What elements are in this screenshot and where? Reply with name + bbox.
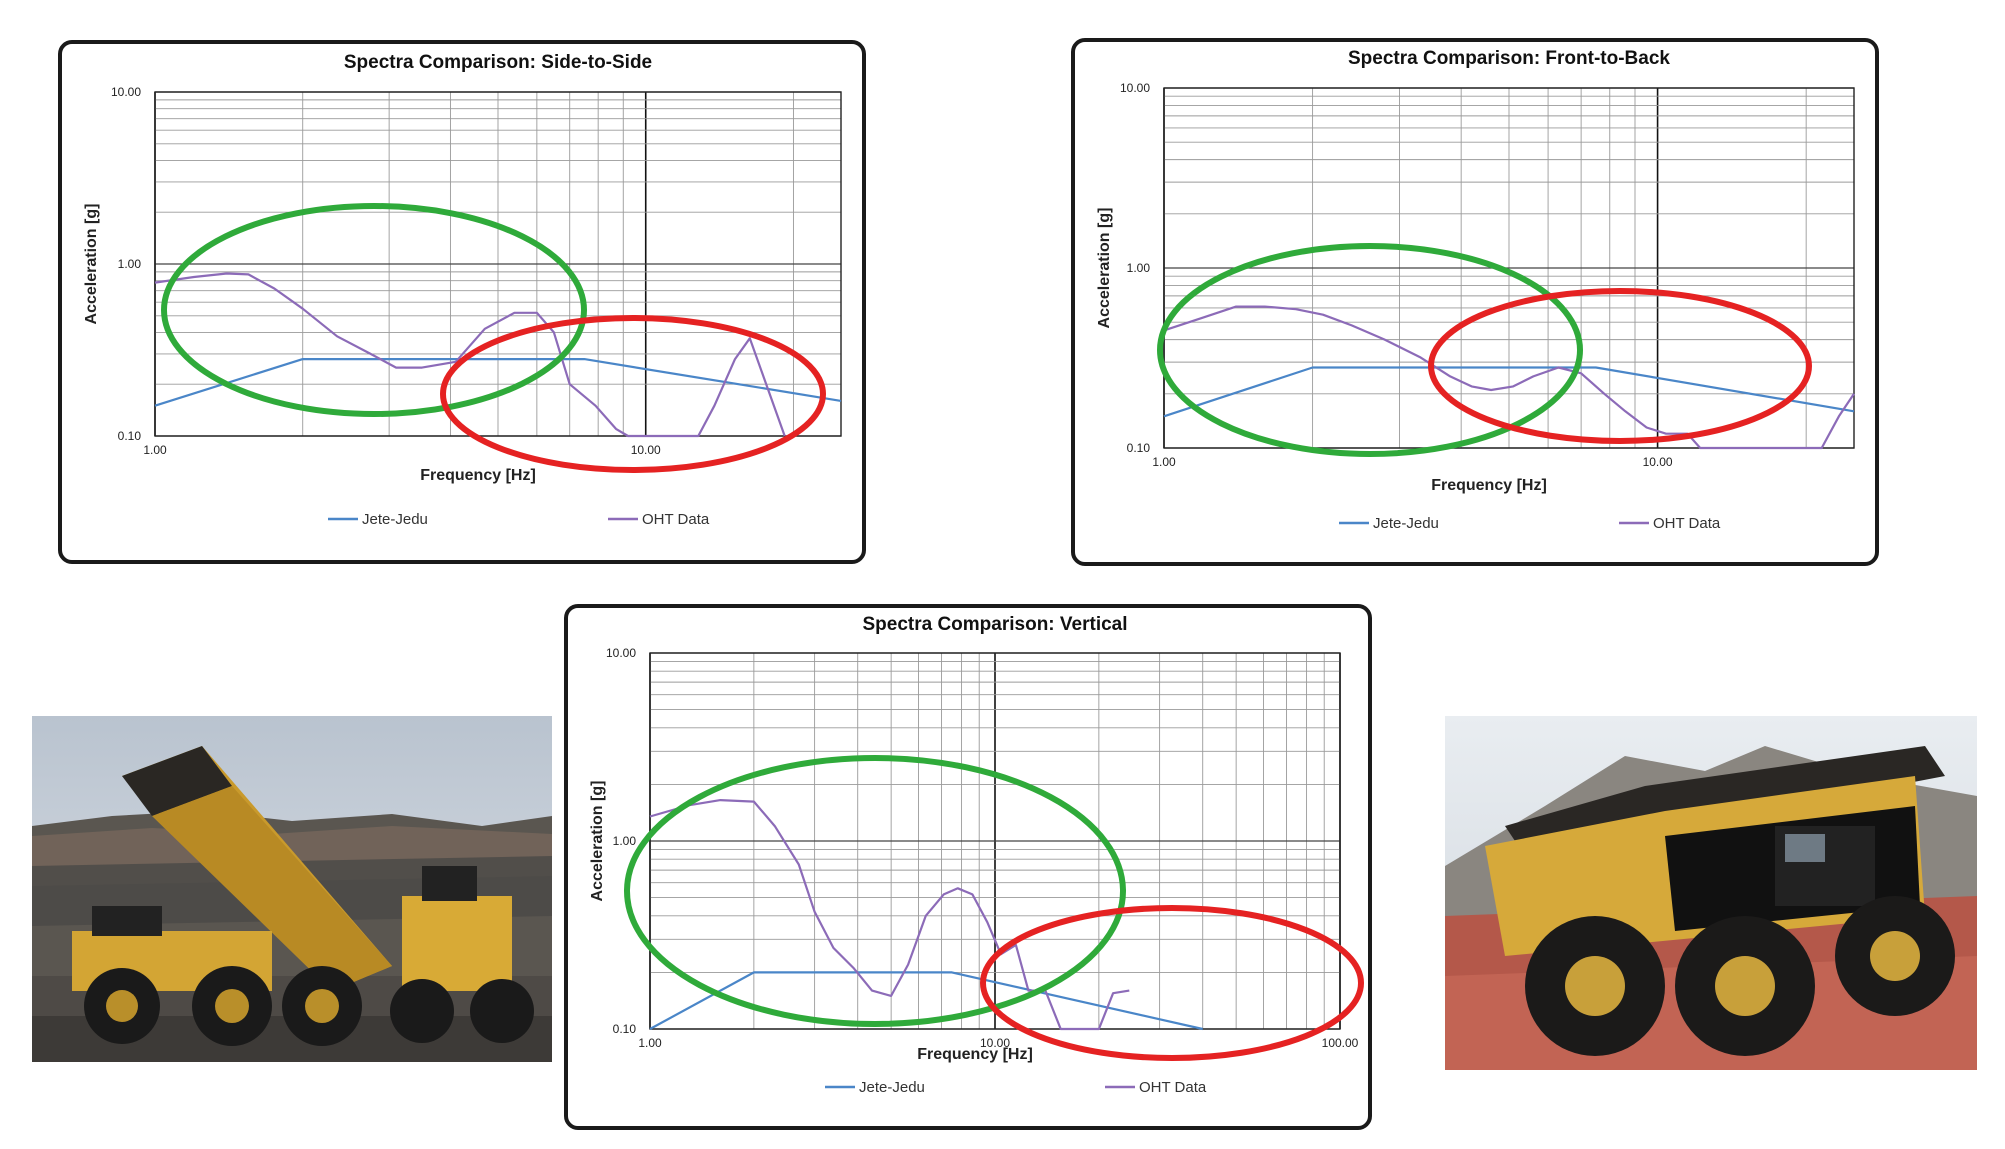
x-axis-label: Frequency [Hz] <box>420 467 536 484</box>
x-tick-label: 100.00 <box>1322 1036 1359 1050</box>
dump-truck-loading-icon <box>32 716 552 1062</box>
chart-panel-side-to-side: Spectra Comparison: Side-to-Side 1.00 10.0… <box>58 40 866 564</box>
dump-truck-icon <box>1445 716 1977 1070</box>
legend-label: Jete-Jedu <box>362 511 428 528</box>
green-highlight-ellipse <box>161 203 587 417</box>
x-axis-label: Frequency [Hz] <box>917 1046 1033 1063</box>
chart-title: Spectra Comparison: Vertical <box>862 614 1127 635</box>
y-axis-label: Acceleration [g] <box>83 204 100 325</box>
y-tick-label: 1.00 <box>1127 261 1151 275</box>
chart-title: Spectra Comparison: Front-to-Back <box>1348 48 1670 69</box>
mining-truck-loading-photo <box>32 716 552 1062</box>
chart-panel-front-to-back: Spectra Comparison: Front-to-Back 1.00 10.… <box>1071 38 1879 566</box>
y-tick-label: 1.00 <box>613 834 637 848</box>
chart-panel-vertical: Spectra Comparison: Vertical 1.00 10.00 100… <box>564 604 1372 1130</box>
green-highlight-ellipse <box>624 755 1126 1027</box>
x-tick-label: 1.00 <box>1152 455 1176 469</box>
x-tick-label: 1.00 <box>143 443 167 457</box>
plot-area <box>1163 87 1855 449</box>
x-tick-label: 1.00 <box>638 1036 662 1050</box>
red-highlight-ellipse <box>980 905 1364 1061</box>
plot-area <box>649 652 1341 1030</box>
series-jete-jedu-line <box>649 971 1203 1031</box>
y-axis-label: Acceleration [g] <box>589 781 606 902</box>
y-tick-label: 10.00 <box>111 85 141 99</box>
chart-side-to-side: Spectra Comparison: Side-to-Side 1.00 10.0… <box>83 52 842 528</box>
x-tick-label: 10.00 <box>631 443 661 457</box>
grid <box>1163 87 1854 449</box>
legend-label: OHT Data <box>1139 1079 1207 1096</box>
y-tick-label: 0.10 <box>613 1022 637 1036</box>
chart-vertical: Spectra Comparison: Vertical 1.00 10.00 100… <box>589 614 1364 1096</box>
y-tick-label: 1.00 <box>118 257 142 271</box>
series-jete-jedu-line <box>1163 366 1855 418</box>
legend-label: Jete-Jedu <box>1373 515 1439 532</box>
x-tick-label: 10.00 <box>1643 455 1673 469</box>
x-tick-label: 10.00 <box>980 1036 1010 1050</box>
series-oht-data-line <box>154 272 786 438</box>
chart-front-to-back: Spectra Comparison: Front-to-Back 1.00 10.… <box>1096 48 1855 532</box>
red-highlight-ellipse <box>1428 288 1812 444</box>
y-tick-label: 0.10 <box>1127 441 1151 455</box>
mining-truck-photo <box>1445 716 1977 1070</box>
plot-area <box>154 91 842 437</box>
green-highlight-ellipse <box>1157 243 1583 457</box>
legend-label: Jete-Jedu <box>859 1079 925 1096</box>
x-axis-label: Frequency [Hz] <box>1431 477 1547 494</box>
chart-title: Spectra Comparison: Side-to-Side <box>344 52 652 73</box>
legend-label: OHT Data <box>642 511 710 528</box>
y-tick-label: 10.00 <box>606 646 636 660</box>
red-highlight-ellipse <box>440 315 826 473</box>
y-tick-label: 0.10 <box>118 429 142 443</box>
y-axis-label: Acceleration [g] <box>1096 208 1113 329</box>
y-tick-label: 10.00 <box>1120 81 1150 95</box>
series-oht-data-line <box>649 799 1130 1031</box>
legend-label: OHT Data <box>1653 515 1721 532</box>
